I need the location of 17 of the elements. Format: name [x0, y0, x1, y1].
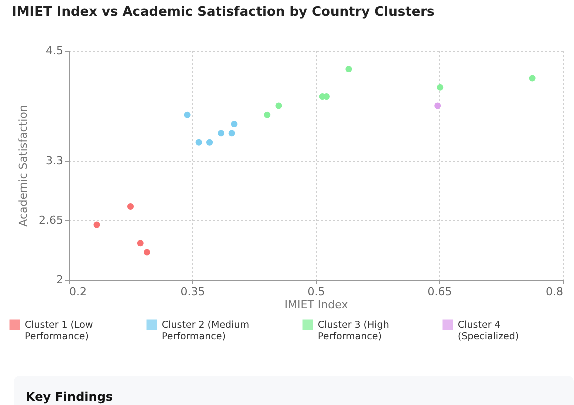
legend-label: Cluster 3 (High Performance) — [318, 320, 390, 342]
legend-label: Cluster 1 (Low Performance) — [25, 320, 94, 342]
x-axis-title: IMIET Index — [284, 298, 349, 312]
y-tick-label: 2.65 — [39, 214, 64, 227]
legend-label: Cluster 4 (Specialized) — [458, 320, 520, 342]
x-tick-label: 0.65 — [428, 286, 452, 298]
x-tick-label: 0.35 — [180, 286, 206, 298]
text: Key Findings — [26, 390, 114, 404]
legend-label: Cluster 2 (Medium Performance) — [162, 320, 250, 342]
x-tick-label: 0.2 — [70, 286, 87, 298]
x-tick-label: 0.8 — [546, 286, 564, 298]
x-tick-label: 0.5 — [308, 286, 326, 298]
chart-title: IMIET Index vs Academic Satisfaction by Country Clusters — [12, 5, 436, 20]
y-axis-title: Academic Satisfaction — [17, 105, 30, 227]
y-tick-label: 2 — [56, 274, 64, 286]
y-tick-label: 3.3 — [46, 154, 64, 168]
y-tick-label: 4.5 — [46, 44, 64, 58]
